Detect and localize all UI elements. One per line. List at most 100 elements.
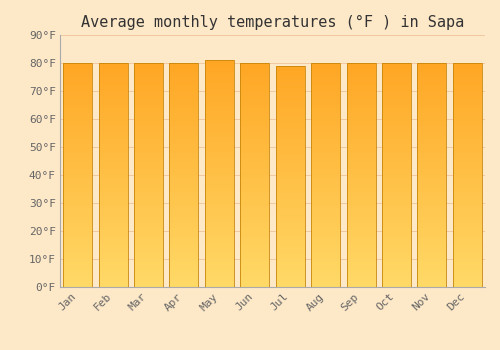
Bar [98,265,128,267]
Bar [311,116,340,119]
Bar [453,239,482,242]
Bar [134,63,163,66]
Bar [240,195,270,197]
Bar [418,139,446,141]
Bar [453,80,482,83]
Bar [134,94,163,97]
Bar [98,281,128,284]
Bar [134,141,163,144]
Bar [311,150,340,153]
Bar [346,158,376,161]
Bar [134,111,163,113]
Bar [382,122,411,125]
Bar [418,150,446,153]
Bar [205,134,234,137]
Bar [170,242,198,245]
Bar [346,228,376,231]
Bar [418,281,446,284]
Bar [418,122,446,125]
Bar [134,189,163,192]
Bar [453,195,482,197]
Bar [346,251,376,253]
Bar [205,100,234,103]
Bar [382,94,411,97]
Bar [311,270,340,273]
Bar [276,243,304,246]
Bar [98,251,128,253]
Bar [63,270,92,273]
Bar [276,223,304,226]
Bar [311,63,340,66]
Bar [346,172,376,175]
Bar [418,242,446,245]
Bar [170,105,198,108]
Bar [240,119,270,122]
Bar [418,217,446,220]
Bar [382,108,411,111]
Bar [346,256,376,259]
Bar [276,102,304,105]
Bar [98,144,128,147]
Bar [205,140,234,142]
Bar [382,150,411,153]
Bar [98,206,128,209]
Bar [98,284,128,287]
Bar [346,136,376,139]
Bar [382,217,411,220]
Bar [311,178,340,181]
Bar [453,108,482,111]
Bar [418,141,446,144]
Bar [276,105,304,107]
Bar [205,270,234,273]
Bar [63,167,92,169]
Bar [311,130,340,133]
Bar [276,279,304,281]
Bar [382,225,411,228]
Title: Average monthly temperatures (°F ) in Sapa: Average monthly temperatures (°F ) in Sa… [81,15,464,30]
Bar [346,178,376,181]
Bar [311,273,340,276]
Bar [382,125,411,127]
Bar [382,83,411,85]
Bar [240,279,270,281]
Bar [134,66,163,69]
Bar [134,256,163,259]
Bar [63,237,92,239]
Bar [98,186,128,189]
Bar [134,211,163,214]
Bar [382,136,411,139]
Bar [382,239,411,242]
Bar [170,214,198,217]
Bar [240,125,270,127]
Bar [453,248,482,251]
Bar [240,248,270,251]
Bar [276,212,304,215]
Bar [311,189,340,192]
Bar [98,85,128,88]
Bar [276,232,304,235]
Bar [205,210,234,213]
Bar [98,183,128,186]
Bar [418,147,446,150]
Bar [63,228,92,231]
Bar [346,239,376,242]
Bar [170,270,198,273]
Bar [240,133,270,136]
Bar [276,140,304,143]
Bar [170,279,198,281]
Bar [134,200,163,203]
Bar [311,239,340,242]
Bar [276,71,304,74]
Bar [418,113,446,116]
Bar [311,119,340,122]
Bar [418,130,446,133]
Bar [63,181,92,183]
Bar [276,234,304,237]
Bar [346,220,376,223]
Bar [240,111,270,113]
Bar [346,99,376,102]
Bar [170,169,198,172]
Bar [63,116,92,119]
Bar [240,144,270,147]
Bar [453,228,482,231]
